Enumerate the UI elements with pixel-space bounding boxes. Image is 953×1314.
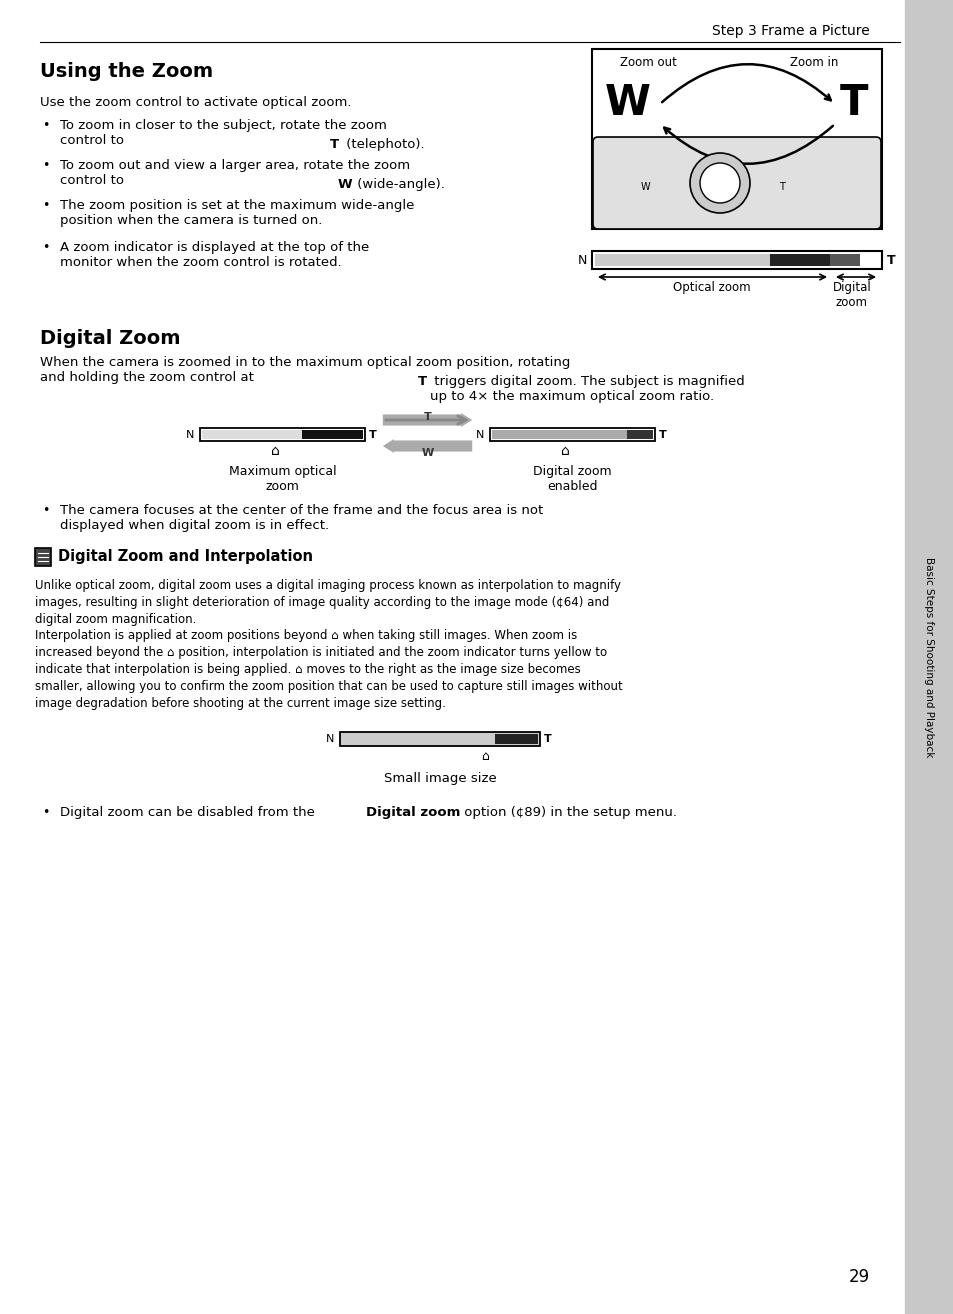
Text: Zoom in: Zoom in bbox=[789, 57, 838, 70]
Text: (wide-angle).: (wide-angle). bbox=[353, 177, 444, 191]
Text: Digital zoom can be disabled from the: Digital zoom can be disabled from the bbox=[60, 805, 319, 819]
Text: ⌂: ⌂ bbox=[271, 444, 279, 459]
Text: W: W bbox=[421, 448, 434, 459]
Circle shape bbox=[700, 163, 740, 202]
Circle shape bbox=[689, 152, 749, 213]
Text: Digital zoom
enabled: Digital zoom enabled bbox=[533, 465, 611, 493]
Text: Step 3 Frame a Picture: Step 3 Frame a Picture bbox=[712, 24, 869, 38]
Text: T: T bbox=[423, 413, 431, 422]
Text: Using the Zoom: Using the Zoom bbox=[40, 62, 213, 81]
Text: Digital Zoom: Digital Zoom bbox=[40, 328, 180, 348]
Text: Use the zoom control to activate optical zoom.: Use the zoom control to activate optical… bbox=[40, 96, 351, 109]
Text: option (¢89) in the setup menu.: option (¢89) in the setup menu. bbox=[459, 805, 677, 819]
FancyArrowPatch shape bbox=[382, 413, 472, 427]
Bar bbox=[200, 428, 365, 442]
Text: Digital Zoom and Interpolation: Digital Zoom and Interpolation bbox=[58, 549, 313, 565]
Text: Digital zoom: Digital zoom bbox=[366, 805, 460, 819]
Text: To zoom in closer to the subject, rotate the zoom
control to: To zoom in closer to the subject, rotate… bbox=[60, 120, 387, 147]
Bar bbox=[339, 732, 539, 746]
Text: Small image size: Small image size bbox=[383, 773, 496, 784]
Text: T: T bbox=[417, 374, 427, 388]
Text: W: W bbox=[639, 183, 649, 192]
Bar bbox=[626, 430, 652, 439]
Text: Maximum optical
zoom: Maximum optical zoom bbox=[229, 465, 336, 493]
Text: 29: 29 bbox=[848, 1268, 869, 1286]
Text: •: • bbox=[42, 240, 50, 254]
Bar bbox=[592, 251, 882, 269]
Text: triggers digital zoom. The subject is magnified
up to 4× the maximum optical zoo: triggers digital zoom. The subject is ma… bbox=[430, 374, 744, 403]
Text: T: T bbox=[840, 81, 867, 124]
Text: W: W bbox=[337, 177, 353, 191]
Text: •: • bbox=[42, 159, 50, 172]
FancyArrowPatch shape bbox=[385, 415, 466, 424]
Text: T: T bbox=[779, 183, 784, 192]
Text: The zoom position is set at the maximum wide-angle
position when the camera is t: The zoom position is set at the maximum … bbox=[60, 198, 414, 227]
Bar bbox=[829, 254, 859, 265]
Bar bbox=[495, 735, 537, 744]
FancyBboxPatch shape bbox=[593, 137, 880, 229]
Text: Unlike optical zoom, digital zoom uses a digital imaging process known as interp: Unlike optical zoom, digital zoom uses a… bbox=[35, 579, 620, 625]
Text: •: • bbox=[42, 505, 50, 516]
Text: Interpolation is applied at zoom positions beyond ⌂ when taking still images. Wh: Interpolation is applied at zoom positio… bbox=[35, 629, 622, 710]
Text: ⌂: ⌂ bbox=[480, 750, 489, 763]
Text: When the camera is zoomed in to the maximum optical zoom position, rotating
and : When the camera is zoomed in to the maxi… bbox=[40, 356, 570, 384]
Text: Optical zoom: Optical zoom bbox=[673, 281, 750, 294]
Text: N: N bbox=[577, 254, 586, 267]
Bar bbox=[592, 49, 882, 229]
Bar bbox=[595, 254, 769, 265]
Text: •: • bbox=[42, 198, 50, 212]
Text: W: W bbox=[604, 81, 650, 124]
Text: Basic Steps for Shooting and Playback: Basic Steps for Shooting and Playback bbox=[923, 557, 933, 757]
Text: (telephoto).: (telephoto). bbox=[341, 138, 424, 151]
Bar bbox=[302, 430, 363, 439]
Bar bbox=[490, 428, 655, 442]
Text: The camera focuses at the center of the frame and the focus area is not
displaye: The camera focuses at the center of the … bbox=[60, 505, 542, 532]
Text: T: T bbox=[330, 138, 338, 151]
Text: N: N bbox=[325, 735, 334, 744]
Text: To zoom out and view a larger area, rotate the zoom
control to: To zoom out and view a larger area, rota… bbox=[60, 159, 410, 187]
Text: A zoom indicator is displayed at the top of the
monitor when the zoom control is: A zoom indicator is displayed at the top… bbox=[60, 240, 369, 269]
Bar bbox=[492, 430, 652, 439]
Text: T: T bbox=[886, 254, 895, 267]
Text: Digital
zoom: Digital zoom bbox=[832, 281, 870, 309]
Text: N: N bbox=[476, 430, 483, 439]
Text: •: • bbox=[42, 805, 50, 819]
Text: N: N bbox=[186, 430, 193, 439]
Bar bbox=[35, 548, 51, 566]
FancyArrowPatch shape bbox=[382, 439, 472, 453]
Text: Zoom out: Zoom out bbox=[619, 57, 677, 70]
Bar bbox=[769, 254, 829, 265]
Text: ⌂: ⌂ bbox=[560, 444, 569, 459]
Bar bbox=[202, 430, 302, 439]
Text: T: T bbox=[659, 430, 666, 439]
Text: T: T bbox=[543, 735, 551, 744]
Bar bbox=[904, 0, 953, 1314]
Text: T: T bbox=[369, 430, 376, 439]
Text: •: • bbox=[42, 120, 50, 131]
